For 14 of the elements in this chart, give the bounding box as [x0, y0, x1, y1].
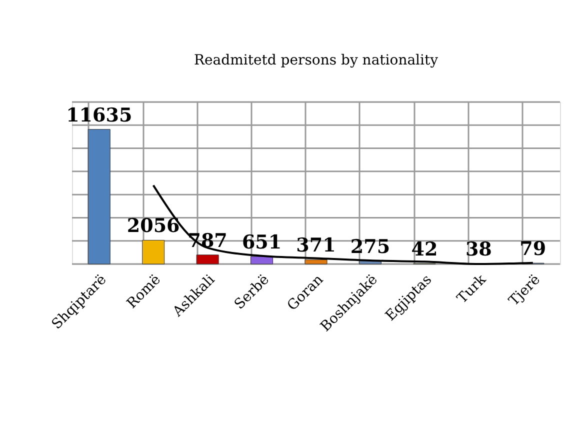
bar	[88, 129, 110, 264]
bar	[304, 259, 328, 264]
data-label: 11635	[66, 104, 132, 126]
data-label: 371	[296, 234, 336, 257]
data-label: 79	[520, 238, 546, 260]
data-label: 38	[465, 238, 492, 261]
bar	[142, 240, 165, 264]
data-label: 2056	[126, 215, 180, 238]
bar	[250, 256, 274, 264]
chart-title: Readmitetd persons by nationality	[194, 52, 438, 68]
bar	[196, 254, 219, 264]
data-label: 275	[350, 236, 390, 258]
data-label: 651	[242, 231, 282, 254]
data-label: 42	[411, 238, 438, 261]
